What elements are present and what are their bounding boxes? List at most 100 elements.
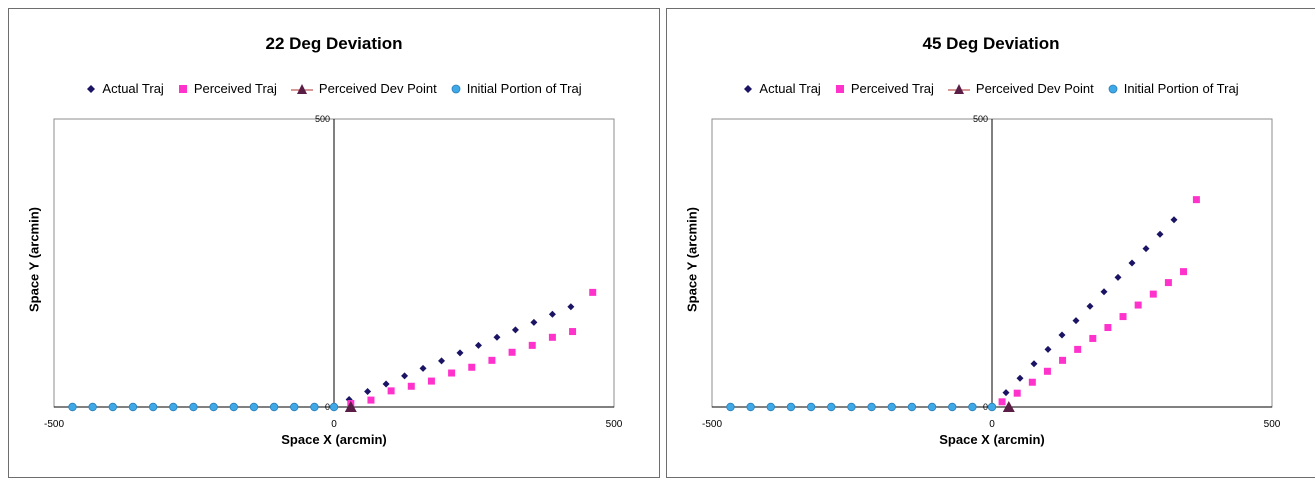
chart-plot-area: -500 0 500 0 500: [44, 114, 623, 430]
y-axis-title: Space Y (arcmin): [26, 207, 42, 313]
initial-traj-point: [907, 402, 917, 412]
legend-circle-marker: [1108, 84, 1118, 93]
initial-traj-point: [209, 402, 218, 412]
perceived-traj-point: [1192, 196, 1200, 204]
x-tick-label: 500: [606, 419, 623, 430]
chart-legend: Actual Traj Perceived Traj Perceived Dev…: [9, 81, 659, 96]
chart-title: 45 Deg Deviation: [922, 34, 1060, 53]
actual-traj-point: [511, 326, 519, 334]
perceived-traj-point: [548, 333, 556, 341]
perceived-traj-point: [468, 363, 476, 371]
legend-label: Perceived Traj: [193, 81, 277, 96]
x-axis-title: Space X (arcmin): [939, 432, 1045, 447]
perceived-traj-point: [407, 382, 415, 390]
legend-item-actual: Actual Traj: [86, 81, 164, 96]
legend-label: Perceived Dev Point: [318, 81, 437, 96]
actual-traj-point: [1072, 317, 1080, 325]
perceived-dev-point: [1002, 401, 1015, 412]
actual-traj-point: [438, 357, 446, 365]
actual-traj-point: [401, 372, 409, 380]
legend-circle-marker: [451, 84, 461, 93]
chart-legend: Actual Traj Perceived Traj Perceived Dev…: [667, 81, 1315, 96]
perceived-traj-point: [448, 369, 456, 377]
legend-label: Initial Portion of Traj: [466, 81, 582, 96]
actual-traj-point: [382, 380, 390, 388]
initial-traj-point: [108, 402, 117, 412]
x-tick-label: -500: [702, 419, 722, 430]
actual-traj-point: [1086, 302, 1094, 310]
legend-label: Actual Traj: [759, 81, 821, 96]
perceived-traj-point: [1104, 324, 1112, 332]
initial-traj-point: [867, 402, 876, 412]
perceived-traj-point: [1043, 367, 1051, 375]
initial-traj-point: [806, 402, 816, 412]
perceived-traj-point: [589, 288, 597, 296]
actual-traj-point: [1128, 259, 1136, 267]
initial-traj-point: [169, 402, 178, 412]
initial-traj-point: [726, 402, 735, 412]
actual-traj-point: [1058, 331, 1066, 339]
perceived-traj-point: [1059, 356, 1067, 364]
initial-traj-point: [968, 402, 977, 412]
legend-label: Perceived Dev Point: [975, 81, 1094, 96]
initial-traj-point: [927, 402, 937, 412]
actual-traj-point: [493, 333, 501, 341]
perceived-traj-point: [1028, 378, 1036, 386]
initial-traj-point: [88, 402, 97, 412]
perceived-traj-point: [387, 387, 395, 395]
perceived-dev-point: [344, 401, 357, 412]
initial-traj-point: [229, 402, 238, 412]
x-tick-label: 500: [1264, 419, 1281, 430]
actual-traj-point: [419, 364, 427, 372]
initial-traj-point: [746, 402, 755, 412]
actual-traj-point: [474, 341, 482, 349]
actual-traj-point: [1114, 273, 1122, 281]
actual-traj-point: [1002, 389, 1010, 397]
y-tick-label: 0: [325, 402, 330, 412]
actual-traj-point: [530, 318, 538, 326]
perceived-traj-point: [1089, 334, 1097, 342]
chart-title: 22 Deg Deviation: [265, 34, 403, 53]
perceived-traj-point: [1180, 268, 1188, 276]
initial-traj-point: [310, 402, 319, 412]
x-tick-label: 0: [331, 419, 337, 430]
chart-panel-22-deg: 22 Deg Deviation Actual Traj Perceived T…: [8, 8, 660, 478]
actual-traj-point: [1100, 288, 1108, 296]
initial-traj-point: [847, 402, 856, 412]
perceived-traj-point: [1149, 290, 1157, 298]
legend-diamond-marker: [744, 84, 753, 93]
chart-panel-45-deg: 45 Deg Deviation Actual Traj Perceived T…: [666, 8, 1315, 478]
actual-traj-point: [1170, 216, 1178, 224]
perceived-traj-point: [998, 398, 1006, 406]
initial-traj-point: [189, 402, 198, 412]
legend-label: Perceived Traj: [850, 81, 934, 96]
legend-diamond-marker: [87, 84, 96, 93]
initial-traj-point: [948, 402, 957, 412]
actual-traj-point: [567, 303, 575, 311]
legend-item-perceived: Perceived Traj: [835, 81, 934, 96]
x-tick-label: 0: [989, 419, 995, 430]
initial-traj-point: [786, 402, 796, 412]
actual-traj-point: [1142, 245, 1150, 253]
perceived-traj-point: [427, 377, 435, 385]
y-tick-label: 500: [315, 114, 330, 124]
legend-label: Actual Traj: [102, 81, 164, 96]
legend-triangle-marker: [290, 83, 313, 94]
y-tick-label: 500: [973, 114, 988, 124]
initial-traj-point: [68, 402, 77, 412]
legend-item-perceived: Perceived Traj: [178, 81, 277, 96]
actual-traj-point: [548, 310, 556, 318]
perceived-traj-point: [528, 341, 536, 349]
perceived-traj-point: [1119, 313, 1127, 321]
legend-item-actual: Actual Traj: [743, 81, 821, 96]
perceived-traj-point: [508, 348, 516, 356]
perceived-traj-point: [1134, 301, 1142, 309]
perceived-traj-point: [488, 356, 496, 364]
perceived-traj-point: [1164, 279, 1172, 287]
legend-triangle-marker: [947, 83, 970, 94]
legend-item-initial: Initial Portion of Traj: [451, 81, 582, 96]
actual-traj-point: [1156, 230, 1164, 238]
initial-traj-point: [827, 402, 836, 412]
initial-traj-point: [887, 402, 896, 412]
actual-traj-point: [1030, 360, 1038, 368]
